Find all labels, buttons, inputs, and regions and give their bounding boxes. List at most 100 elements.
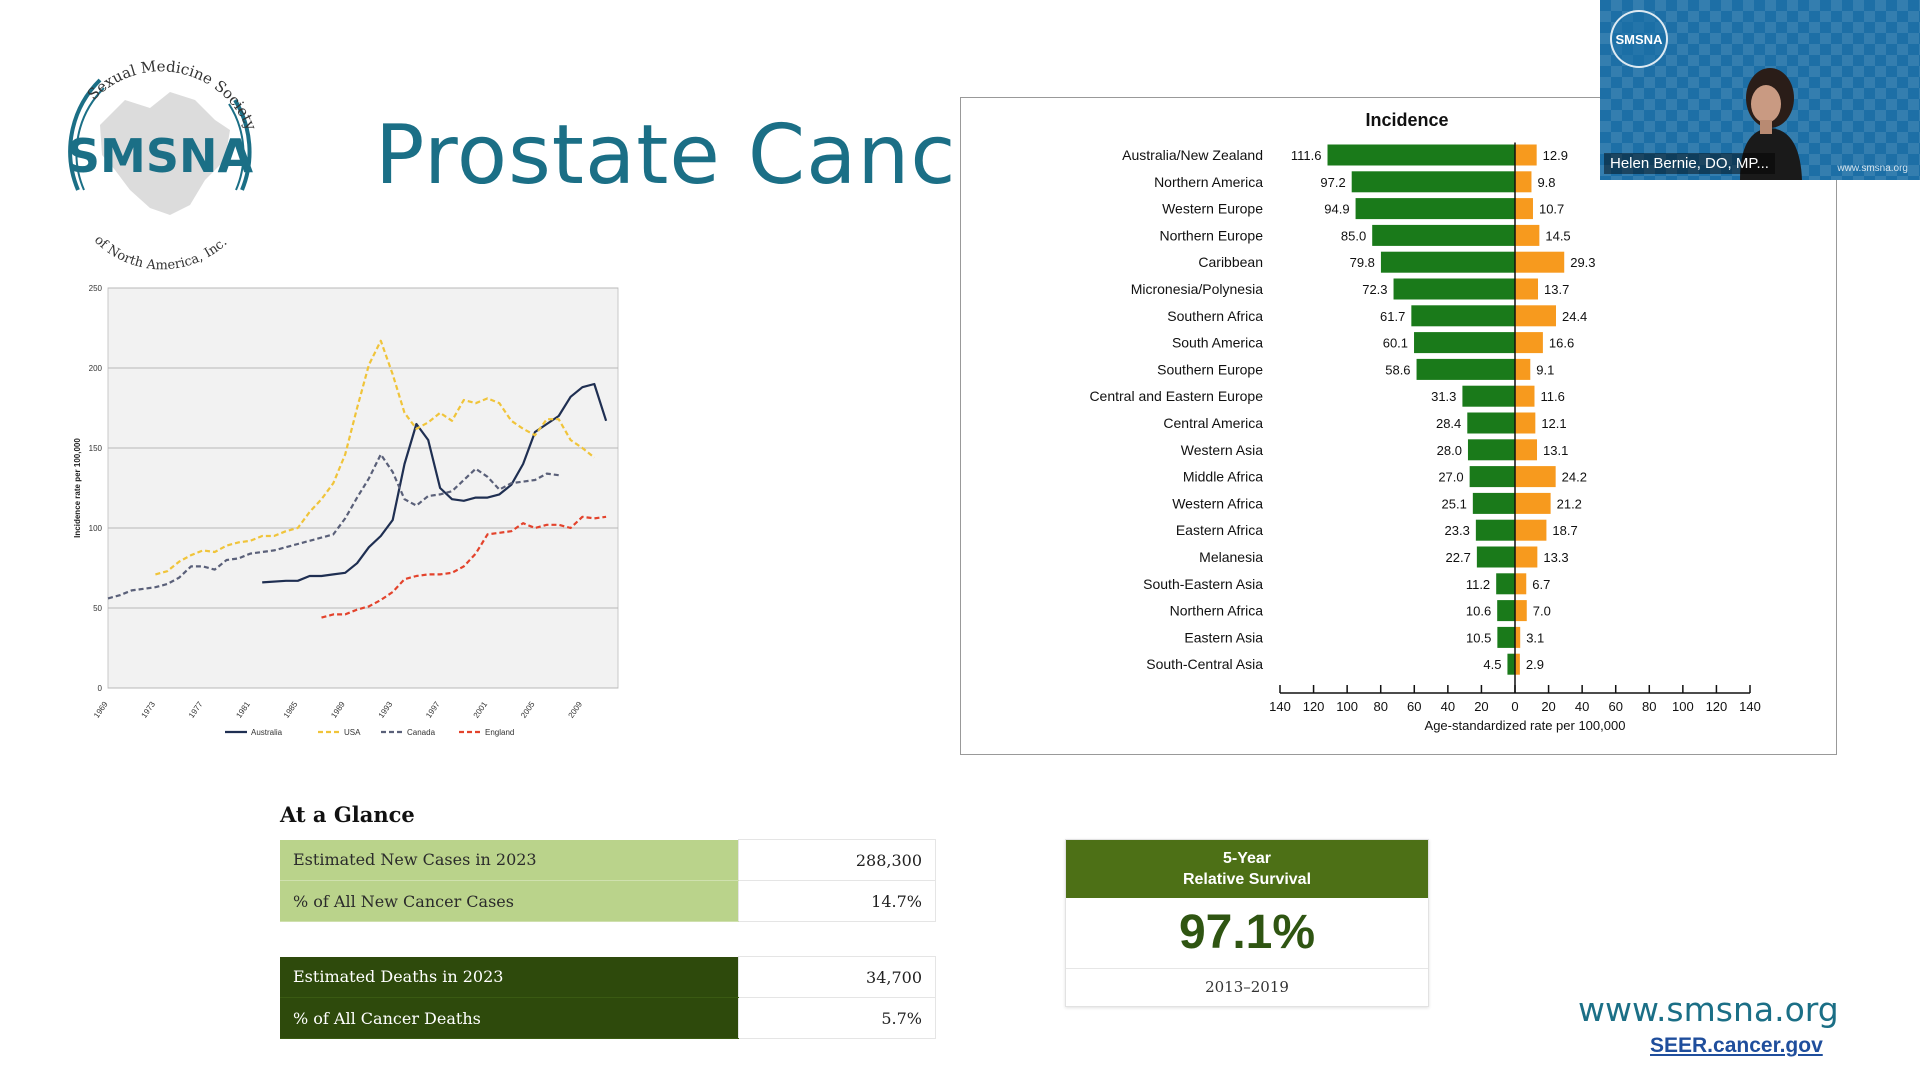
category-label: Southern Africa — [1167, 308, 1263, 324]
category-label: Middle Africa — [1183, 469, 1263, 485]
legend-label: Australia — [251, 728, 283, 737]
value-label-right: 12.1 — [1541, 416, 1566, 431]
survival-header-line2: Relative Survival — [1182, 871, 1312, 888]
value-label-right: 18.7 — [1552, 523, 1577, 538]
bar-right — [1515, 278, 1539, 300]
bar-left — [1472, 492, 1515, 514]
value-label-left: 72.3 — [1362, 282, 1387, 297]
value-label-right: 24.4 — [1562, 309, 1587, 324]
series-line-england — [321, 515, 607, 619]
value-label-left: 23.3 — [1445, 523, 1470, 538]
bar-left — [1476, 546, 1515, 568]
value-label-left: 97.2 — [1320, 175, 1345, 190]
value-label-left: 79.8 — [1350, 255, 1375, 270]
legend-label: USA — [344, 728, 361, 737]
x-tick-label: 120 — [1303, 699, 1325, 714]
video-smsna-badge: SMSNA — [1610, 10, 1668, 68]
seer-link[interactable]: SEER.cancer.gov — [1650, 1034, 1823, 1057]
bar-right — [1515, 492, 1551, 514]
value-label-left: 111.6 — [1291, 148, 1322, 163]
value-label-left: 85.0 — [1341, 228, 1366, 243]
bar-left — [1372, 224, 1515, 246]
x-tick-label: 1985 — [282, 700, 300, 720]
bar-right — [1515, 466, 1556, 488]
bar-right — [1515, 385, 1535, 407]
bar-right — [1515, 626, 1521, 648]
row-value: 288,300 — [737, 839, 936, 881]
table-row: % of All New Cancer Cases 14.7% — [280, 880, 936, 922]
y-tick-label: 100 — [89, 524, 103, 533]
x-tick-label: 80 — [1642, 699, 1656, 714]
value-label-right: 3.1 — [1526, 630, 1544, 645]
value-label-left: 31.3 — [1431, 389, 1456, 404]
value-label-left: 11.2 — [1466, 577, 1490, 592]
x-tick-label: 1981 — [234, 700, 252, 720]
survival-header: 5-Year Relative Survival — [1066, 840, 1428, 898]
x-tick-label: 1969 — [92, 700, 110, 720]
incidence-trend-line-chart: 0 50 100 150 200 250 1969 1973 1977 1981 1985 1989 1… — [73, 284, 619, 737]
y-tick-label: 150 — [89, 444, 103, 453]
value-label-right: 13.7 — [1544, 282, 1569, 297]
value-label-right: 13.1 — [1543, 443, 1568, 458]
incidence-bar-chart-panel: Incidence Australia/New Zealand 111.6 12.9 N… — [960, 97, 1837, 755]
bar-right — [1515, 358, 1531, 380]
bar-right — [1515, 653, 1520, 675]
value-label-right: 2.9 — [1526, 657, 1544, 672]
bar-right — [1515, 412, 1536, 434]
category-label: Western Europe — [1162, 201, 1263, 217]
x-tick-label: 2001 — [472, 700, 490, 720]
row-label: % of All New Cancer Cases — [280, 880, 738, 922]
bar-right — [1515, 224, 1540, 246]
speaker-avatar-icon — [1740, 68, 1802, 180]
bar-left — [1416, 358, 1515, 380]
category-label: Central America — [1163, 415, 1263, 431]
x-tick-label: 2005 — [519, 700, 537, 720]
value-label-left: 28.0 — [1437, 443, 1462, 458]
value-label-right: 29.3 — [1570, 255, 1595, 270]
survival-card: 5-Year Relative Survival 97.1% 2013–2019 — [1065, 839, 1429, 1007]
y-tick-label: 200 — [89, 364, 103, 373]
bar-left — [1411, 305, 1515, 327]
category-label: Micronesia/Polynesia — [1131, 281, 1263, 297]
category-label: Northern Africa — [1170, 603, 1264, 619]
bar-right — [1515, 519, 1547, 541]
row-label: Estimated New Cases in 2023 — [280, 839, 738, 881]
legend-label: Canada — [407, 728, 436, 737]
row-value: 5.7% — [737, 997, 936, 1039]
bar-left — [1469, 466, 1515, 488]
row-value: 14.7% — [737, 880, 936, 922]
incidence-bar-chart: Incidence Australia/New Zealand 111.6 12.9 N… — [1089, 110, 1760, 733]
bar-left — [1467, 439, 1515, 461]
plot-area — [107, 287, 619, 689]
value-label-left: 61.7 — [1380, 309, 1405, 324]
x-tick-label: 60 — [1608, 699, 1622, 714]
x-axis-label: Age-standardized rate per 100,000 — [1425, 718, 1626, 733]
value-label-right: 6.7 — [1532, 577, 1550, 592]
value-label-right: 7.0 — [1533, 604, 1551, 619]
speaker-video-tile[interactable]: SMSNA Helen Bernie, DO, MP... www.smsna.… — [1600, 0, 1920, 180]
bar-right — [1515, 439, 1538, 461]
y-tick-label: 0 — [98, 684, 103, 693]
category-label: South-Central Asia — [1146, 656, 1263, 672]
table-row: % of All Cancer Deaths 5.7% — [280, 997, 936, 1039]
bar-left — [1497, 626, 1515, 648]
x-tick-label: 1997 — [424, 700, 442, 720]
bar-left — [1507, 653, 1515, 675]
category-label: Melanesia — [1199, 549, 1263, 565]
x-tick-label: 20 — [1474, 699, 1488, 714]
bar-right — [1515, 171, 1532, 193]
x-tick-label: 1973 — [139, 700, 157, 720]
bar-left — [1380, 251, 1515, 273]
bar-left — [1462, 385, 1515, 407]
x-tick-label: 1993 — [377, 700, 395, 720]
bar-right — [1515, 600, 1527, 622]
x-tick-label: 40 — [1441, 699, 1455, 714]
x-tick-label: 0 — [1511, 699, 1518, 714]
at-a-glance-heading: At a Glance — [280, 802, 415, 827]
chart-title: Incidence — [1365, 110, 1448, 130]
value-label-right: 14.5 — [1545, 228, 1570, 243]
value-label-right: 21.2 — [1557, 496, 1582, 511]
row-value: 34,700 — [737, 956, 936, 998]
bar-right — [1515, 305, 1556, 327]
value-label-right: 24.2 — [1562, 470, 1587, 485]
